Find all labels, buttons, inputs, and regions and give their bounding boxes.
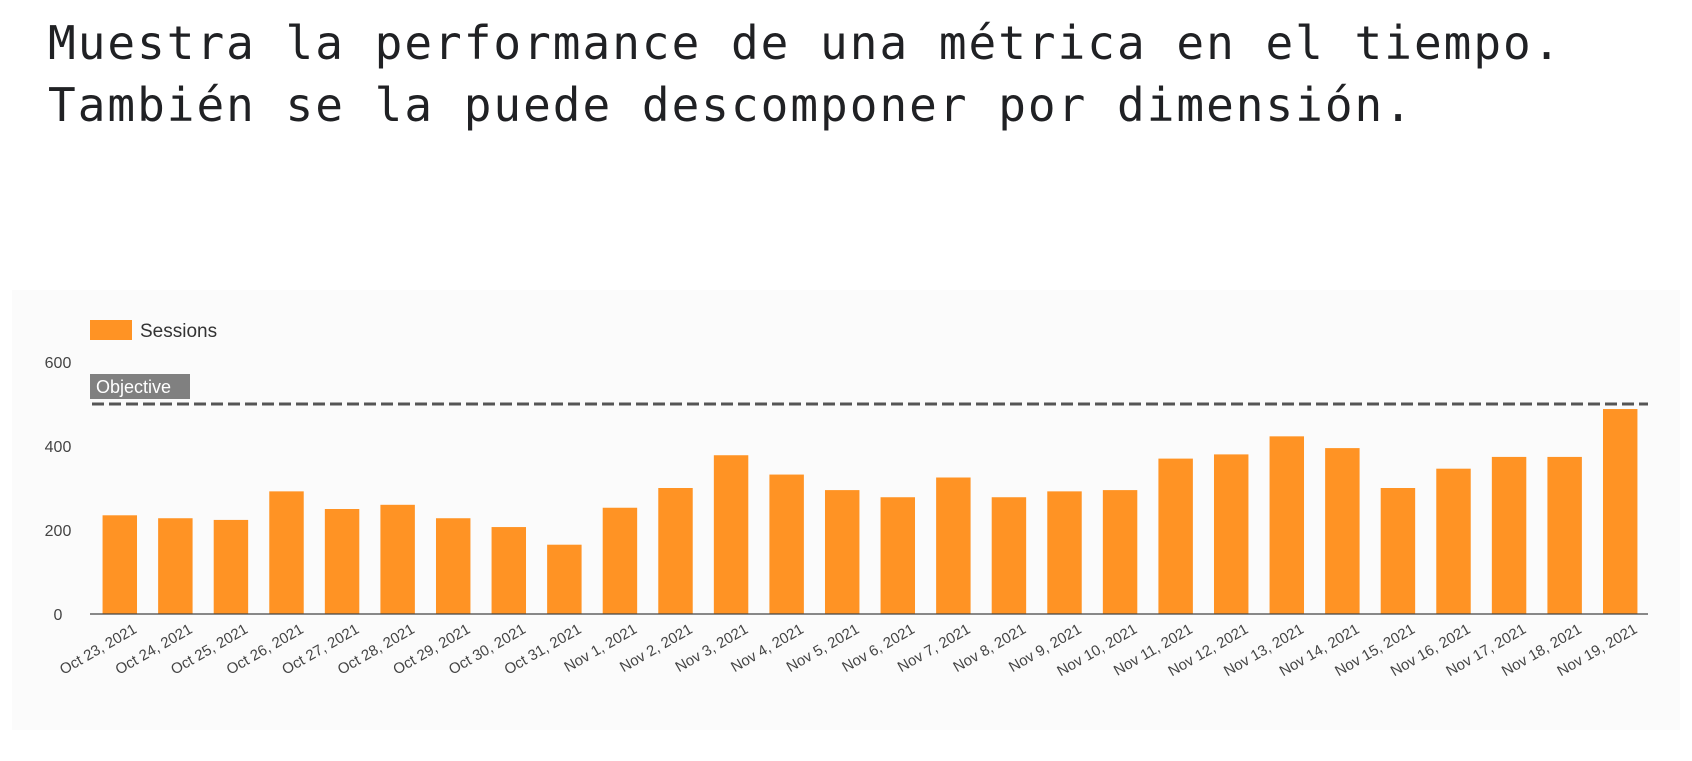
bar <box>880 497 916 614</box>
bar <box>491 527 527 614</box>
bar <box>1102 490 1138 614</box>
slide-heading: Muestra la performance de una métrica en… <box>48 16 1563 132</box>
bar <box>324 509 360 614</box>
bar <box>1602 409 1638 614</box>
legend-swatch <box>90 320 132 340</box>
bar <box>1213 454 1249 614</box>
bar <box>102 515 138 614</box>
bar <box>991 497 1027 614</box>
bar <box>1158 458 1193 614</box>
y-tick-label: 200 <box>45 523 72 540</box>
objective-label-box <box>90 374 190 399</box>
bar <box>269 491 304 614</box>
bar <box>769 474 804 614</box>
y-tick-label: 400 <box>45 439 72 456</box>
bar <box>1047 491 1082 614</box>
bar <box>380 504 415 614</box>
bar <box>1269 436 1305 614</box>
bar <box>547 544 582 614</box>
bar <box>1491 456 1527 614</box>
bar <box>602 507 638 614</box>
y-tick-label: 0 <box>54 607 63 624</box>
legend-label: Sessions <box>140 321 217 342</box>
bar <box>1436 468 1471 614</box>
bar <box>1325 448 1360 614</box>
bar <box>435 518 471 614</box>
bar <box>824 490 860 614</box>
y-tick-label: 600 <box>45 355 72 372</box>
objective-label: Objective <box>96 377 171 397</box>
bar <box>158 518 193 614</box>
bar <box>713 455 749 614</box>
bar <box>658 488 693 614</box>
bar <box>1547 456 1582 614</box>
bar <box>213 519 249 614</box>
bar <box>1380 488 1416 614</box>
bar <box>936 477 971 614</box>
